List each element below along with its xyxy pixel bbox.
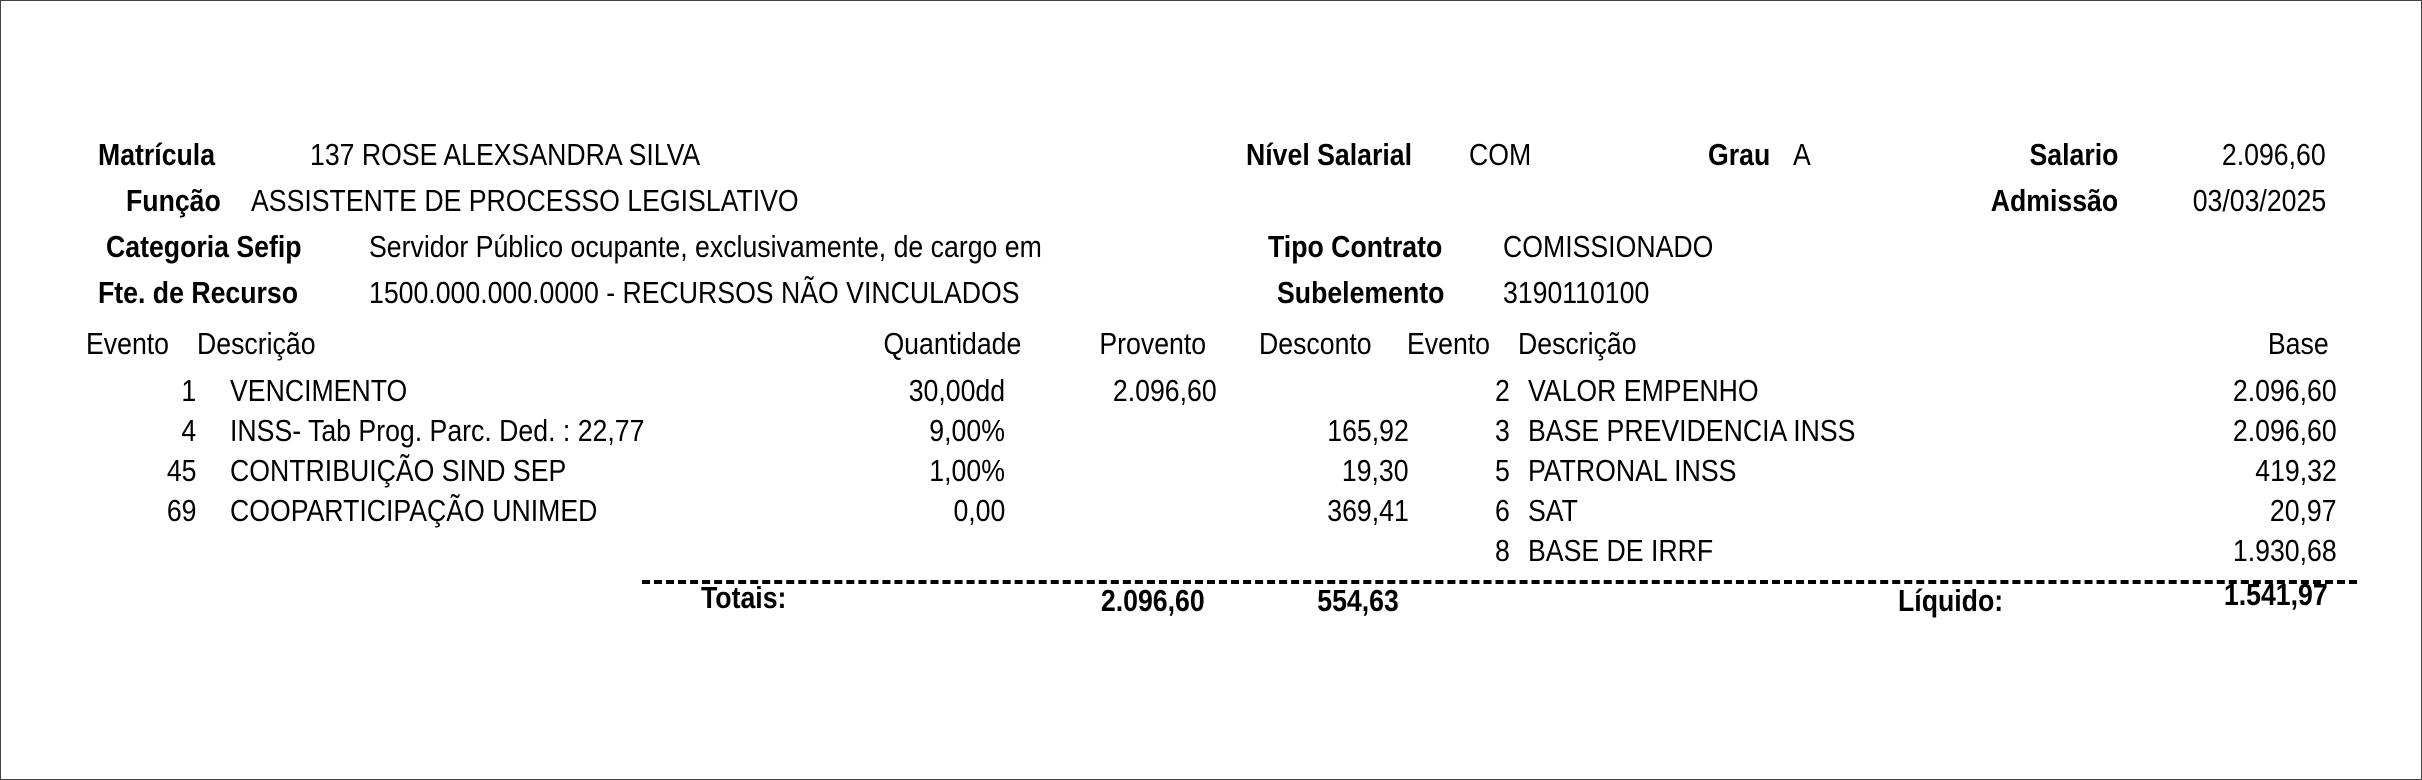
funcao-value: ASSISTENTE DE PROCESSO LEGISLATIVO	[251, 183, 799, 218]
event-description: CONTRIBUIÇÃO SIND SEP	[230, 453, 567, 488]
event-quantity: 30,00dd	[908, 373, 1005, 408]
event-provento: 2.096,60	[1113, 373, 1217, 408]
matricula-label: Matrícula	[98, 137, 216, 172]
base-description: SAT	[1528, 493, 1578, 528]
base-value: 2.096,60	[2233, 413, 2337, 448]
subelemento-value: 3190110100	[1503, 275, 1650, 310]
base-code: 2	[1495, 373, 1510, 408]
subelemento-label: Subelemento	[1277, 275, 1445, 310]
col-base: Base	[2268, 326, 2329, 361]
nivel-label: Nível Salarial	[1246, 137, 1412, 172]
categoria-label: Categoria Sefip	[106, 229, 302, 264]
base-code: 3	[1495, 413, 1510, 448]
grau-value: A	[1793, 137, 1811, 172]
tipo-contrato-value: COMISSIONADO	[1503, 229, 1714, 264]
event-code: 4	[181, 413, 196, 448]
event-desconto: 369,41	[1327, 493, 1409, 528]
col-evento: Evento	[86, 326, 170, 361]
fonte-recurso-label: Fte. de Recurso	[98, 275, 299, 310]
funcao-label: Função	[126, 183, 221, 218]
fonte-recurso-value: 1500.000.000.0000 - RECURSOS NÃO VINCULA…	[369, 275, 1020, 310]
salario-value: 2.096,60	[2222, 137, 2326, 172]
event-quantity: 1,00%	[929, 453, 1005, 488]
nivel-value: COM	[1469, 137, 1532, 172]
event-quantity: 9,00%	[929, 413, 1005, 448]
base-value: 20,97	[2270, 493, 2337, 528]
event-desconto: 165,92	[1327, 413, 1409, 448]
base-description: BASE PREVIDENCIA INSS	[1528, 413, 1856, 448]
liquido-value: 1.541,97	[2224, 577, 2328, 612]
base-value: 1.930,68	[2233, 533, 2337, 568]
event-description: COOPARTICIPAÇÃO UNIMED	[230, 493, 598, 528]
grau-label: Grau	[1708, 137, 1771, 172]
admissao-label: Admissão	[1990, 183, 2118, 218]
event-description: VENCIMENTO	[230, 373, 408, 408]
col-descricao-base: Descrição	[1518, 326, 1637, 361]
base-code: 5	[1495, 453, 1510, 488]
admissao-value: 03/03/2025	[2192, 183, 2326, 218]
col-descricao: Descrição	[197, 326, 316, 361]
base-description: VALOR EMPENHO	[1528, 373, 1759, 408]
salario-label: Salario	[2029, 137, 2118, 172]
base-description: BASE DE IRRF	[1528, 533, 1714, 568]
col-evento-base: Evento	[1407, 326, 1491, 361]
totals-divider	[642, 580, 2357, 584]
total-desconto: 554,63	[1317, 583, 1399, 618]
base-value: 2.096,60	[2233, 373, 2337, 408]
event-desconto: 19,30	[1342, 453, 1409, 488]
base-description: PATRONAL INSS	[1528, 453, 1737, 488]
total-provento: 2.096,60	[1101, 583, 1205, 618]
matricula-value: 137 ROSE ALEXSANDRA SILVA	[310, 137, 701, 172]
totais-label: Totais:	[701, 580, 787, 615]
event-description: INSS- Tab Prog. Parc. Ded. : 22,77	[230, 413, 645, 448]
categoria-value: Servidor Público ocupante, exclusivament…	[369, 229, 1042, 264]
event-code: 1	[181, 373, 196, 408]
event-quantity: 0,00	[953, 493, 1005, 528]
liquido-label: Líquido:	[1898, 583, 2004, 618]
base-code: 6	[1495, 493, 1510, 528]
tipo-contrato-label: Tipo Contrato	[1268, 229, 1443, 264]
event-code: 45	[166, 453, 196, 488]
col-desconto: Desconto	[1259, 326, 1372, 361]
col-quantidade: Quantidade	[883, 326, 1021, 361]
event-code: 69	[166, 493, 196, 528]
base-value: 419,32	[2255, 453, 2337, 488]
col-provento: Provento	[1099, 326, 1206, 361]
base-code: 8	[1495, 533, 1510, 568]
